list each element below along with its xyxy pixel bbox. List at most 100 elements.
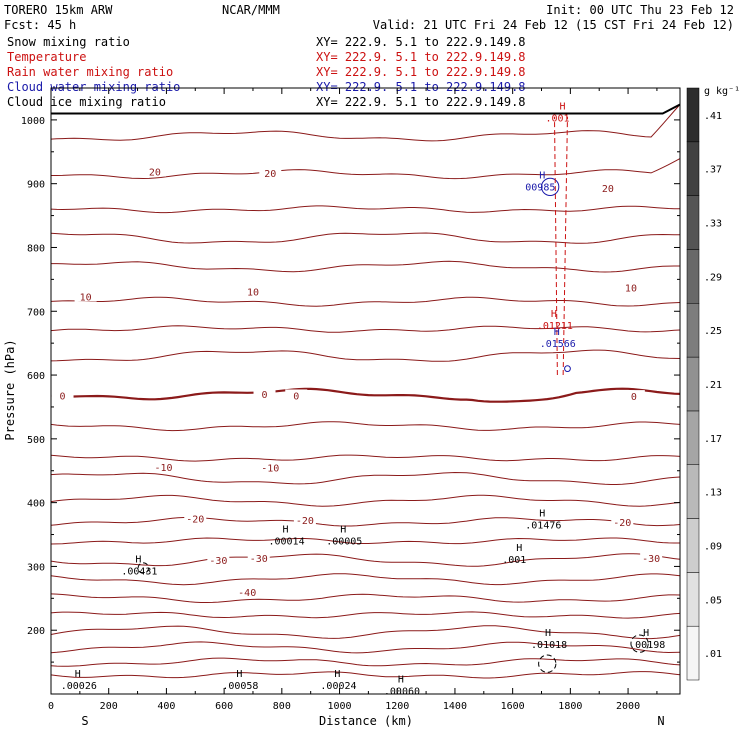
y-tick-label: 600 xyxy=(27,371,45,382)
maxima-labels: H.00026H.00058H.00024H.00060H.01018H.001… xyxy=(61,102,666,698)
temperature-label-bg xyxy=(236,585,259,597)
y-tick-label: 500 xyxy=(27,435,45,446)
temperature-label: 10 xyxy=(625,284,637,295)
temperature-label: -20 xyxy=(296,516,314,527)
temperature-label-bg xyxy=(611,515,634,527)
temperature-contour xyxy=(50,471,681,485)
max-marker-h: H xyxy=(643,628,649,639)
south-label: S xyxy=(81,714,88,728)
x-tick-label: 400 xyxy=(157,701,175,712)
y-tick-label: 1000 xyxy=(21,116,45,127)
temperature-contour xyxy=(50,537,680,545)
max-value: .001 xyxy=(545,114,569,125)
forecast-hour: Fcst: 45 h xyxy=(4,18,76,32)
x-tick-label: 0 xyxy=(48,701,54,712)
legend-name-temperature: Temperature xyxy=(7,50,86,64)
max-marker-h: H xyxy=(545,628,551,639)
colorbar-swatch xyxy=(686,518,700,573)
temperature-label-bg xyxy=(247,552,270,564)
y-axis-label: Pressure (hPa) xyxy=(3,339,17,440)
max-marker-h: H xyxy=(334,669,340,680)
temperature-label: -20 xyxy=(613,518,631,529)
colorbar-label: .21 xyxy=(704,380,722,391)
temperature-label-bg xyxy=(184,512,207,524)
max-value: .00431 xyxy=(121,567,157,578)
temperature-label-bg xyxy=(640,552,663,564)
temperature-contour xyxy=(50,454,681,462)
temperature-contour xyxy=(50,421,681,432)
legend-xy-cloud-ice: XY= 222.9. 5.1 to 222.9.149.8 xyxy=(316,95,526,109)
cloud-water-contour-upper xyxy=(564,365,571,373)
mixing-ratio-contours xyxy=(137,116,649,673)
max-value: 00985 xyxy=(525,183,555,194)
legend-name-rain: Rain water mixing ratio xyxy=(7,65,173,79)
max-marker-h: H xyxy=(559,102,565,113)
max-marker-h: H xyxy=(398,675,404,686)
temperature-label-bg xyxy=(241,285,264,297)
temperature-contour xyxy=(51,158,681,180)
x-tick-label: 800 xyxy=(273,701,291,712)
colorbar-swatch xyxy=(686,303,700,358)
temperature-label: 0 xyxy=(261,390,267,401)
temperature-contour xyxy=(50,641,681,654)
x-tick-label: 1400 xyxy=(443,701,467,712)
temperature-label: 10 xyxy=(247,287,259,298)
x-tick-label: 1000 xyxy=(327,701,351,712)
temperature-label: 20 xyxy=(264,169,276,180)
y-tick-label: 900 xyxy=(27,180,45,191)
colorbar-unit: g kg⁻¹ xyxy=(704,86,740,97)
max-marker-h: H xyxy=(551,309,557,320)
field-legend: Snow mixing ratio XY= 222.9. 5.1 to 222.… xyxy=(7,35,526,109)
temperature-contour xyxy=(50,625,681,640)
colorbar-swatch xyxy=(686,87,700,143)
temperature-contours xyxy=(50,103,681,679)
temperature-contour xyxy=(50,205,681,214)
max-value: .00026 xyxy=(61,681,97,692)
x-tick-label: 200 xyxy=(100,701,118,712)
x-axis-label: Distance (km) xyxy=(319,714,413,728)
max-value: .00014 xyxy=(268,537,304,548)
y-tick-label: 700 xyxy=(27,307,45,318)
colorbar-label: .17 xyxy=(704,434,722,445)
temperature-label: -30 xyxy=(642,554,660,565)
max-value: .00005 xyxy=(326,537,362,548)
colorbar-swatch xyxy=(686,625,700,681)
legend-xy-temperature: XY= 222.9. 5.1 to 222.9.149.8 xyxy=(316,50,526,64)
max-value: .001 xyxy=(502,555,526,566)
legend-name-cloud-ice: Cloud ice mixing ratio xyxy=(7,95,166,109)
snow-contour-top xyxy=(538,654,557,673)
colorbar-label: .41 xyxy=(704,111,722,122)
temperature-label-bg xyxy=(259,461,282,473)
legend-xy-snow: XY= 222.9. 5.1 to 222.9.149.8 xyxy=(316,35,526,49)
colorbar-swatch xyxy=(686,464,700,519)
y-tick-label: 200 xyxy=(27,626,45,637)
temperature-label-bg xyxy=(259,166,282,178)
max-marker-h: H xyxy=(135,555,141,566)
cloud-water-contour-lower xyxy=(541,177,560,197)
temperature-contour xyxy=(50,657,681,667)
temperature-label: -40 xyxy=(238,588,256,599)
max-value: .00198 xyxy=(629,640,665,651)
max-marker-h: H xyxy=(282,525,288,536)
temperature-label: 0 xyxy=(60,391,66,402)
max-marker-h: H xyxy=(539,171,545,182)
temperature-label-bg xyxy=(622,390,645,402)
y-tick-label: 300 xyxy=(27,562,45,573)
colorbar-label: .01 xyxy=(704,649,722,660)
snow-contour-left xyxy=(137,562,150,574)
temperature-label-bg xyxy=(293,513,316,525)
legend-name-cloud-water: Cloud water mixing ratio xyxy=(7,80,180,94)
colorbar: .01 .05 .09 .13 .17 .21 .25 .29 .33 .37 .41 xyxy=(686,87,722,681)
colorbar-swatch xyxy=(686,141,700,196)
organization: NCAR/MMM xyxy=(222,3,280,17)
temperature-labels: -40 -30 -30 -30 -20 -20 -20 -10 -10 0 0 0 0 10 10 10 20 2… xyxy=(51,165,663,599)
y-tick-label: 400 xyxy=(27,499,45,510)
valid-time: Valid: 21 UTC Fri 24 Feb 12 (15 CST Fri … xyxy=(373,18,734,32)
rain-contour xyxy=(553,116,568,376)
max-marker-h: H xyxy=(75,669,81,680)
legend-name-snow: Snow mixing ratio xyxy=(7,35,130,49)
temperature-label: 20 xyxy=(149,168,161,179)
colorbar-label: .13 xyxy=(704,488,722,499)
colorbar-swatch xyxy=(686,410,700,465)
